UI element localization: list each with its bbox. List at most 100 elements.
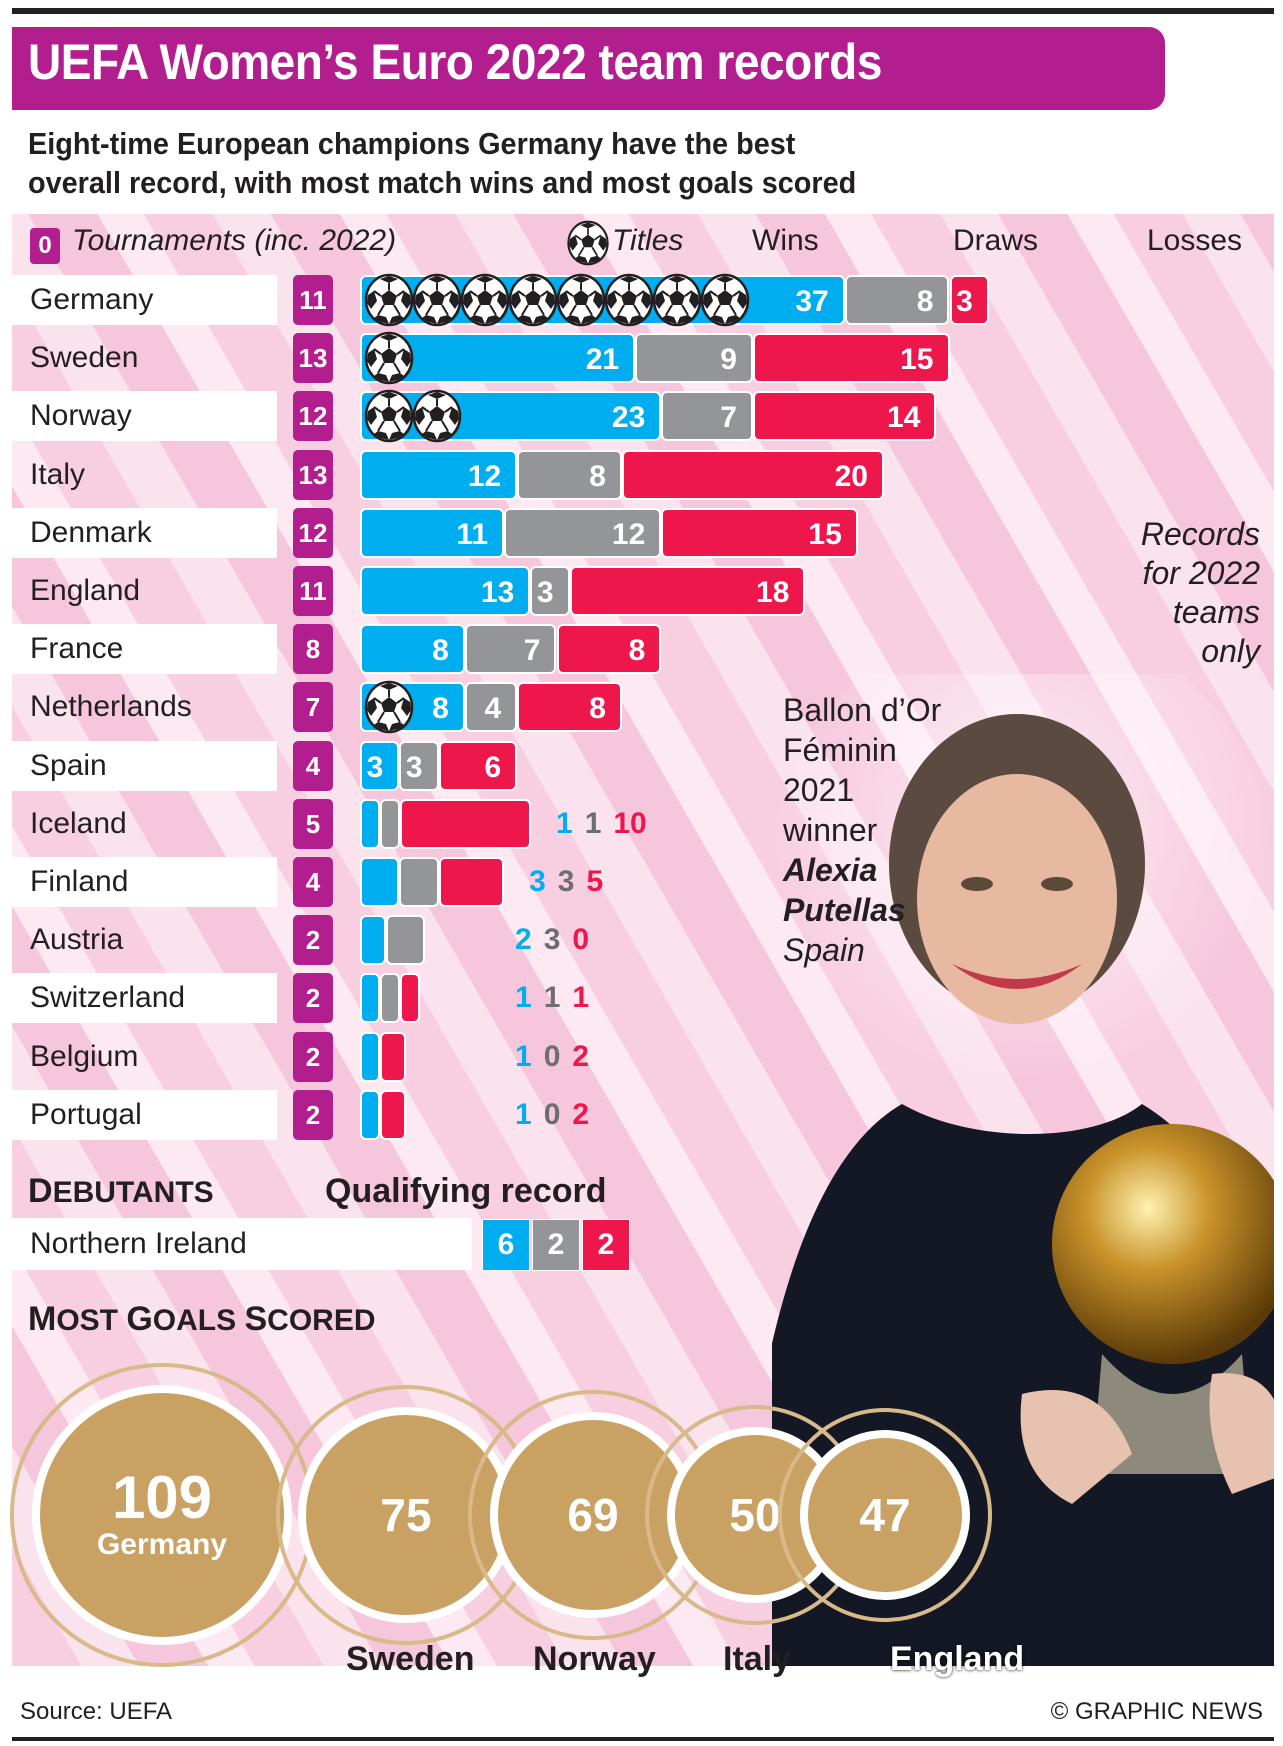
wins-bar [360, 1032, 380, 1082]
value-label: 10 [613, 807, 647, 840]
team-label: France [12, 624, 277, 674]
tournaments-count: 2 [293, 915, 333, 965]
wins-bar: 13 [360, 566, 531, 616]
losses-bar: 14 [753, 391, 937, 441]
value-label: 1 [515, 1040, 532, 1073]
bar-value-label: 11 [456, 518, 489, 551]
title-ball-icon [604, 273, 654, 327]
team-label: Portugal [12, 1090, 277, 1140]
team-label: Austria [30, 923, 124, 956]
tournaments-count: 4 [293, 741, 333, 791]
goal-value: 69 [567, 1488, 619, 1541]
team-label: Belgium [30, 1040, 139, 1073]
title-ball-icon [364, 273, 414, 327]
heading-part: CORED [267, 1304, 376, 1337]
caption-line: Féminin [783, 732, 897, 768]
value-label: 0 [543, 1040, 561, 1073]
value-label: 1 [543, 981, 561, 1014]
losses-bar [380, 1090, 407, 1140]
outside-value-labels: 1 1 10 [556, 799, 659, 849]
team-label: Denmark [12, 508, 277, 558]
titles-legend-label: Titles [612, 224, 684, 257]
tournaments-legend-label: Tournaments (inc. 2022) [72, 224, 397, 257]
subtitle: Eight-time European champions Germany ha… [28, 124, 856, 202]
qualifying-record-heading: Qualifying record [325, 1172, 607, 1210]
title-ball-icon [556, 273, 606, 327]
title-banner [12, 27, 1165, 110]
wins-bar [360, 1090, 380, 1140]
losses-bar: 6 [438, 741, 518, 791]
value-label: 2 [572, 1098, 590, 1131]
most-goals-heading: MOST GOALS SCORED [28, 1300, 376, 1339]
goal-value: 50 [729, 1488, 781, 1541]
draws-bar: 8 [844, 275, 950, 325]
goal-circle-ring [777, 1407, 993, 1623]
value-label: 2 [572, 1040, 590, 1073]
value-label: 0 [543, 1098, 561, 1131]
title-ball-icon [412, 273, 462, 327]
value-label: 3 [529, 865, 546, 898]
bar-value-label: 8 [628, 634, 646, 667]
note-line: only [1201, 633, 1260, 669]
team-label: Iceland [30, 807, 127, 840]
wins-bar: 12 [360, 450, 518, 500]
losses-bar: 20 [622, 450, 884, 500]
goal-circle: 47 [799, 1429, 971, 1601]
goal-team-label: Germany [96, 1528, 228, 1561]
value-label: 0 [572, 923, 590, 956]
heading-initial: D [28, 1172, 53, 1210]
heading-part: M [28, 1300, 57, 1338]
note-line: Records [1140, 516, 1260, 552]
bar-value-label: 23 [611, 401, 646, 434]
wins-bar [360, 799, 380, 849]
bar-value-label: 12 [611, 518, 646, 551]
losses-bar [380, 1032, 407, 1082]
losses-bar: 8 [517, 682, 622, 732]
draws-bar: 4 [464, 682, 518, 732]
player-first-name: Alexia [783, 852, 878, 888]
value-label: 1 [556, 807, 573, 840]
tournaments-count: 2 [293, 1090, 333, 1140]
title-ball-icon [652, 273, 702, 327]
tournaments-count: 12 [293, 508, 333, 558]
player-country: Spain [783, 932, 865, 968]
wins-legend-label: Wins [752, 224, 819, 257]
losses-legend-label: Losses [1147, 224, 1243, 257]
top-rule [12, 8, 1274, 14]
losses-bar [400, 973, 420, 1023]
heading-part: OST [56, 1304, 127, 1337]
bar-value-label: 20 [834, 460, 868, 493]
team-label: Spain [12, 741, 277, 791]
losses-bar [438, 857, 505, 907]
losses-bar [400, 799, 531, 849]
bar-value-label: 8 [432, 692, 449, 725]
tournaments-count: 13 [293, 333, 333, 383]
bar-value-label: 3 [956, 285, 973, 318]
bar-value-label: 18 [756, 576, 790, 609]
wins-bar: 8 [360, 624, 465, 674]
losses-bar: 15 [661, 508, 858, 558]
title-ball-icon [412, 389, 462, 443]
draws-legend-label: Draws [953, 224, 1039, 257]
value-label: 1 [515, 981, 532, 1014]
losses-bar: 3 [949, 275, 989, 325]
tournaments-legend-swatch: 0 [30, 228, 60, 264]
caption-line: 2021 [783, 772, 855, 808]
subtitle-line-2: overall record, with most match wins and… [28, 165, 857, 200]
goal-team-label: England [890, 1640, 1025, 1678]
losses-bar: 15 [753, 333, 950, 383]
value-label: 2 [515, 923, 532, 956]
draws-bar: 3 [530, 566, 570, 616]
value-label: 1 [584, 807, 602, 840]
wins-bar [360, 857, 400, 907]
heading-part: S [244, 1300, 268, 1338]
tournaments-count: 5 [293, 799, 333, 849]
title-ball-icon [700, 273, 750, 327]
goal-team-label: Sweden [346, 1640, 475, 1678]
bar-value-label: 3 [366, 751, 384, 784]
draws-bar [380, 973, 400, 1023]
bar-value-label: 9 [720, 343, 737, 376]
